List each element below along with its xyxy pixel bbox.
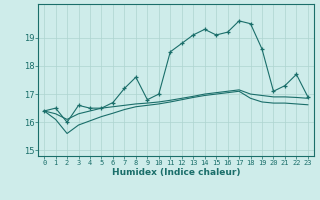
- X-axis label: Humidex (Indice chaleur): Humidex (Indice chaleur): [112, 168, 240, 177]
